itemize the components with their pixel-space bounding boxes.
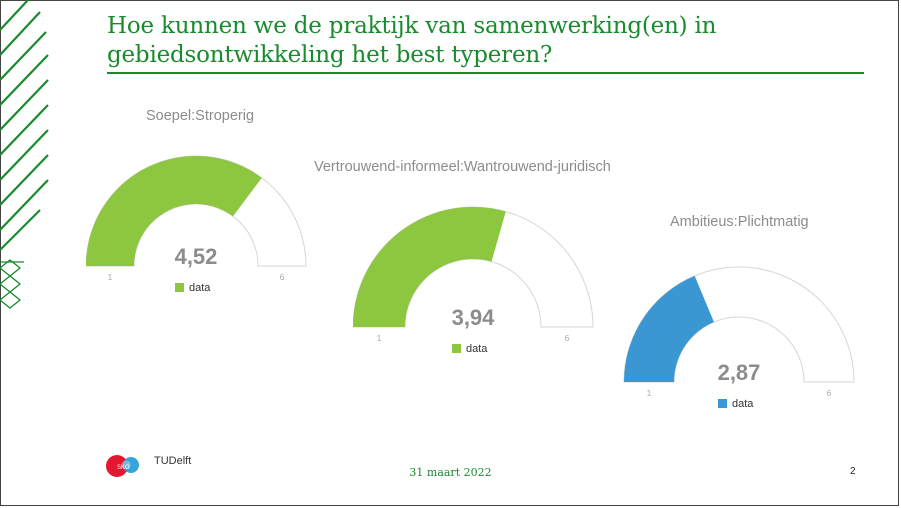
gauge-value-arc — [624, 275, 714, 382]
footer-date: 31 maart 2022 — [409, 466, 492, 479]
title-underline — [107, 72, 864, 74]
gauge-value-arc — [86, 155, 262, 266]
gauge-max-label: 6 — [827, 388, 832, 398]
gauge-max-label: 6 — [280, 272, 285, 282]
gauge-3-title: Ambitieus:Plichtmatig — [670, 214, 809, 230]
gauge-value-label: 4,52 — [175, 244, 218, 269]
gauge-value-label: 3,94 — [452, 305, 496, 330]
gauge-chart-soepel-stroperig: 4,52 1 6 data — [86, 155, 307, 294]
tudelft-logo: TUDelft — [154, 455, 191, 467]
page-number: 2 — [850, 466, 856, 477]
decorative-stripes — [0, 0, 49, 309]
gauge-min-label: 1 — [108, 272, 113, 282]
legend-label: data — [732, 398, 754, 410]
legend-swatch — [175, 283, 184, 292]
gauge-max-label: 6 — [565, 333, 570, 343]
legend-swatch — [718, 399, 727, 408]
sko-logo-text: SKO — [117, 465, 130, 471]
gauge-value-label: 2,87 — [718, 360, 761, 385]
gauge-value-arc — [353, 207, 506, 327]
gauge-min-label: 1 — [647, 388, 652, 398]
legend-label: data — [466, 343, 488, 355]
gauge-min-label: 1 — [377, 333, 382, 343]
gauge-chart-vertrouwend-wantrouwend: 3,94 1 6 data — [353, 206, 594, 355]
legend-swatch — [452, 344, 461, 353]
sko-logo: SKO — [106, 453, 142, 484]
gauge-2-title: Vertrouwend-informeel:Wantrouwend-juridi… — [314, 159, 611, 175]
gauge-chart-ambitieus-plichtmatig: 2,87 1 6 data — [623, 266, 855, 410]
slide-title: Hoe kunnen we de praktijk van samenwerki… — [107, 13, 717, 68]
tudelft-logo-text: TUDelft — [154, 455, 192, 467]
legend-label: data — [189, 282, 211, 294]
gauge-1-title: Soepel:Stroperig — [146, 108, 255, 124]
